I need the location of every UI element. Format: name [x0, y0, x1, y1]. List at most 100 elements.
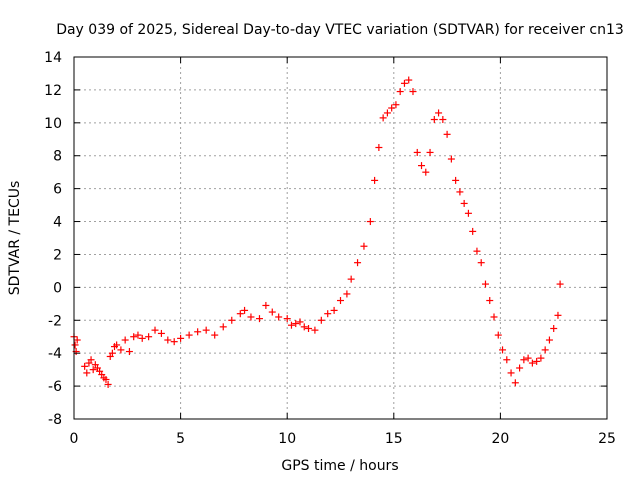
data-point: [371, 176, 379, 184]
data-point: [375, 144, 383, 151]
data-point: [409, 88, 417, 96]
data-point: [418, 162, 426, 170]
data-point: [134, 331, 142, 339]
data-point: [330, 306, 338, 314]
data-point: [520, 356, 528, 364]
data-point: [275, 313, 283, 321]
data-point: [511, 379, 519, 387]
data-point: [554, 311, 562, 319]
data-point: [71, 341, 79, 349]
grid-lines: [74, 57, 607, 419]
data-point: [83, 369, 91, 377]
data-point: [125, 348, 133, 356]
data-point: [102, 376, 110, 384]
y-tick-label: -6: [48, 379, 62, 395]
y-tick-label: 8: [53, 149, 62, 165]
x-axis-label: GPS time / hours: [281, 458, 398, 474]
x-tick-label: 0: [70, 431, 79, 447]
data-point: [464, 209, 472, 217]
data-point: [117, 346, 125, 354]
data-point: [247, 313, 255, 321]
data-point: [170, 338, 178, 346]
chart-title: Day 039 of 2025, Sidereal Day-to-day VTE…: [56, 22, 624, 38]
data-point: [104, 380, 112, 388]
data-point: [550, 325, 558, 332]
data-point: [219, 323, 227, 331]
data-point: [392, 101, 400, 109]
data-point: [262, 301, 270, 309]
data-point: [541, 346, 549, 354]
data-point: [439, 116, 447, 124]
data-point: [87, 356, 95, 364]
data-point: [108, 349, 116, 357]
data-point: [157, 329, 165, 337]
y-tick-label: -4: [48, 346, 62, 362]
data-point: [405, 76, 413, 84]
data-point: [422, 168, 430, 176]
data-point: [447, 155, 455, 163]
data-point: [347, 275, 355, 283]
data-point: [460, 199, 468, 207]
y-tick-label: 12: [44, 83, 62, 99]
data-point: [287, 321, 295, 329]
data-point: [89, 366, 97, 374]
data-point: [490, 313, 498, 321]
axes: 0 5 10 15 20 25 -8 -6 -4 -2 0 2 4 6 8 10 12 14: [44, 50, 616, 447]
plot-frame: [73, 56, 608, 420]
y-tick-label: -8: [48, 412, 62, 428]
data-point: [283, 315, 291, 323]
data-point: [435, 109, 443, 117]
data-point: [499, 346, 507, 354]
data-point: [311, 326, 319, 334]
data-point: [300, 323, 308, 331]
data-point: [507, 369, 515, 377]
data-point: [145, 333, 153, 341]
data-point: [121, 336, 129, 344]
data-point: [194, 328, 202, 336]
y-tick-label: 10: [44, 116, 62, 132]
data-points: [70, 76, 564, 388]
data-point: [305, 325, 313, 332]
x-tick-label: 5: [176, 431, 185, 447]
y-axis-label: SDTVAR / TECUs: [7, 181, 23, 296]
data-point: [164, 336, 172, 344]
data-point: [211, 331, 219, 339]
y-tick-label: -2: [48, 313, 62, 329]
data-point: [379, 114, 387, 122]
x-tick-label: 25: [598, 431, 616, 447]
data-point: [228, 316, 236, 324]
data-point: [537, 354, 545, 362]
data-point: [556, 280, 564, 288]
data-point: [503, 356, 511, 364]
data-point: [360, 242, 368, 250]
data-point: [151, 326, 159, 334]
data-point: [524, 354, 532, 362]
y-tick-label: 6: [53, 182, 62, 198]
x-tick-label: 15: [385, 431, 403, 447]
data-point: [486, 297, 494, 305]
data-point: [138, 334, 146, 342]
data-point: [317, 316, 325, 324]
data-point: [337, 297, 344, 305]
data-point: [469, 227, 477, 235]
data-point: [81, 362, 89, 370]
y-tick-label: 14: [44, 50, 62, 66]
data-point: [473, 247, 481, 255]
x-tick-label: 20: [491, 431, 509, 447]
data-point: [130, 333, 138, 341]
data-point: [456, 188, 464, 196]
data-point: [413, 148, 421, 156]
data-point: [324, 310, 332, 318]
data-point: [528, 359, 536, 367]
data-point: [388, 104, 396, 112]
y-tick-label: 0: [53, 280, 62, 296]
data-point: [268, 308, 276, 316]
data-point: [426, 148, 434, 156]
data-point: [452, 176, 460, 184]
data-point: [113, 341, 121, 349]
data-point: [354, 259, 362, 267]
data-point: [383, 109, 391, 117]
data-point: [236, 310, 244, 318]
data-point: [292, 320, 300, 328]
